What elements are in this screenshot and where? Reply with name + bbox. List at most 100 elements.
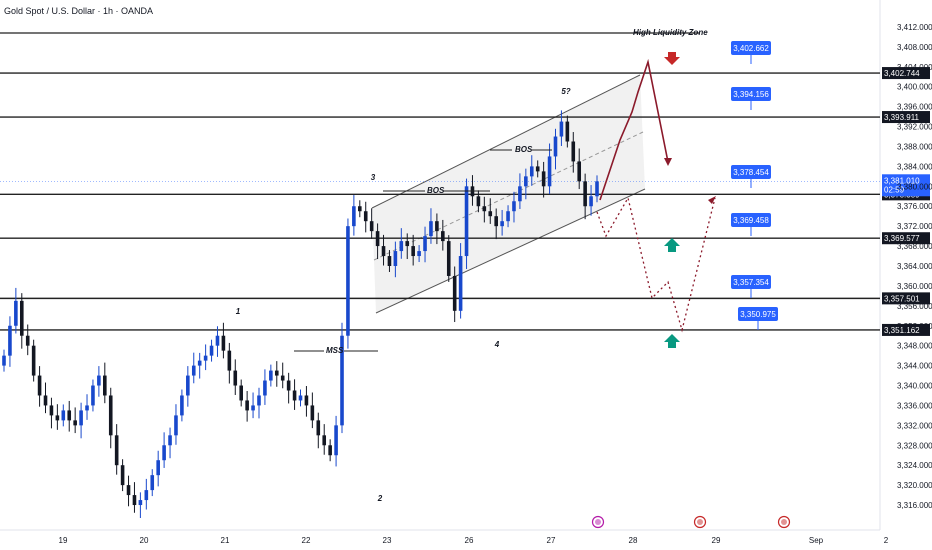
candle-body [269, 370, 273, 381]
candle-body [577, 161, 582, 182]
price-tag-bg [738, 307, 778, 321]
y-tick-label: 3,400.000 [897, 83, 932, 92]
current-price-label: 3,381.010 [884, 176, 920, 185]
candle-body [352, 206, 356, 227]
candle-body [55, 415, 60, 421]
candle-body [328, 445, 332, 456]
bullish-projection [596, 196, 716, 333]
price-tag-label: 3,357.354 [733, 278, 769, 287]
x-tick-label: 21 [221, 536, 230, 545]
candle-body [381, 246, 386, 257]
candle-body [441, 231, 445, 242]
candle-body [458, 256, 463, 311]
level-label-bg [882, 232, 930, 245]
grid [0, 0, 881, 531]
candle-body [464, 186, 469, 257]
candle-body [363, 211, 368, 222]
candle-body [435, 221, 439, 232]
wave-label-1: 1 [236, 307, 241, 316]
x-tick-label: 19 [59, 536, 68, 545]
y-tick-label: 3,392.000 [897, 123, 932, 132]
event-icon-dot [595, 519, 601, 525]
candle-body [524, 176, 528, 187]
candle-body [2, 355, 6, 366]
candle-body [61, 410, 66, 421]
candle-body [245, 400, 249, 411]
candle-body [488, 211, 493, 217]
wave-label-3: 3 [371, 173, 376, 182]
level-label: 3,369.577 [884, 234, 920, 243]
x-tick-label: 28 [629, 536, 638, 545]
candle-body [340, 335, 344, 426]
y-tick-label: 3,324.000 [897, 461, 932, 470]
candle-body [375, 231, 380, 247]
y-tick-label: 3,376.000 [897, 202, 932, 211]
candle-body [529, 166, 534, 177]
up-arrow-icon [664, 238, 680, 252]
wave-label-5: 5? [561, 87, 570, 96]
candle-body [446, 241, 451, 276]
level-label: 3,402.744 [884, 69, 920, 78]
current-price-countdown: 02:59 [884, 185, 905, 194]
candle-body [79, 410, 83, 426]
up-arrow-icon [664, 334, 680, 348]
candle-body [209, 345, 214, 356]
candle-body [411, 246, 415, 257]
candle-body [358, 206, 362, 212]
candle-body [565, 121, 570, 142]
level-label-bg [882, 111, 930, 124]
level-label-bg [882, 292, 930, 305]
price-tag-label: 3,402.662 [733, 44, 769, 53]
candle-body [108, 395, 113, 436]
candle-body [67, 410, 72, 421]
price-axis: 3,316.000 3,320.000 3,324.000 3,328.000 3,33… [897, 23, 932, 510]
candle-body [571, 141, 576, 162]
candle-body [387, 256, 392, 266]
candle-body [49, 405, 54, 416]
price-tag-label: 3,350.975 [740, 310, 776, 319]
level-label: 3,357.501 [884, 294, 920, 303]
candle-body [553, 136, 558, 157]
y-tick-label: 3,328.000 [897, 441, 932, 450]
candle-body [14, 300, 18, 326]
wave-label-2: 2 [377, 494, 383, 503]
price-tag-bg [731, 165, 771, 179]
candle-body [506, 211, 510, 222]
us-flag-event-icon [777, 515, 791, 529]
y-tick-label: 3,388.000 [897, 142, 932, 151]
candle-body [316, 420, 321, 436]
level-label: 3,393.911 [884, 113, 920, 122]
high-liquidity-zone-label: High Liquidity Zone [633, 28, 708, 37]
candle-body [150, 475, 155, 491]
candle-body [280, 375, 285, 381]
price-tags: 3,402.662 3,394.156 3,378.454 3,369.458 3,35… [731, 41, 778, 330]
price-tag-bg [731, 87, 771, 101]
candle-body [263, 380, 267, 396]
candle-body [589, 196, 593, 207]
candle-body [346, 226, 350, 336]
candle-body [215, 335, 220, 346]
wave-label-4: 4 [494, 340, 500, 349]
candle-body [120, 465, 125, 486]
candle-body [257, 395, 261, 406]
candle-body [500, 221, 504, 227]
candle-body [186, 375, 190, 396]
bullish-arrowhead [708, 196, 716, 204]
y-tick-label: 3,360.000 [897, 282, 932, 291]
y-tick-label: 3,412.000 [897, 23, 932, 32]
annotations: High Liquidity Zone BOS BOS MSS 1 2 3 4 5? [236, 28, 791, 529]
candle-body [494, 216, 498, 227]
candle-body [156, 460, 160, 476]
candle-body [583, 181, 587, 207]
level-label-bg [882, 67, 930, 80]
mss-label: MSS [326, 346, 344, 355]
candle-body [37, 375, 42, 396]
x-tick-label: 29 [712, 536, 721, 545]
price-tag-label: 3,394.156 [733, 90, 769, 99]
x-tick-label: 22 [302, 536, 311, 545]
y-tick-label: 3,356.000 [897, 302, 932, 311]
candle-body [191, 365, 196, 376]
candle-body [221, 335, 226, 351]
candle-body [43, 395, 48, 406]
